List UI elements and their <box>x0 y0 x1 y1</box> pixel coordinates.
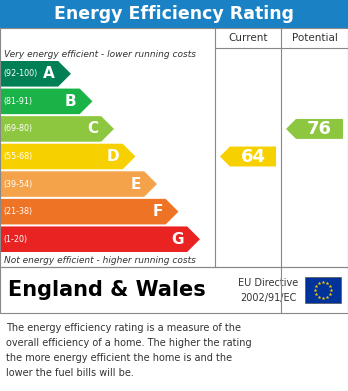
Text: B: B <box>65 94 77 109</box>
Text: Energy Efficiency Rating: Energy Efficiency Rating <box>54 5 294 23</box>
Text: C: C <box>87 122 98 136</box>
Polygon shape <box>0 144 135 169</box>
Polygon shape <box>0 61 71 86</box>
Text: (69-80): (69-80) <box>3 124 32 133</box>
Bar <box>0 267 348 313</box>
Text: A: A <box>44 66 55 81</box>
Text: (92-100): (92-100) <box>3 69 37 78</box>
Polygon shape <box>0 199 179 224</box>
Text: Potential: Potential <box>292 33 338 43</box>
Text: EU Directive: EU Directive <box>238 278 298 288</box>
Polygon shape <box>0 171 157 197</box>
Text: D: D <box>107 149 120 164</box>
Text: 2002/91/EC: 2002/91/EC <box>240 293 296 303</box>
Polygon shape <box>220 147 276 167</box>
Polygon shape <box>0 116 114 142</box>
Text: England & Wales: England & Wales <box>8 280 206 300</box>
Text: (39-54): (39-54) <box>3 179 32 188</box>
Polygon shape <box>286 119 343 139</box>
Text: Very energy efficient - lower running costs: Very energy efficient - lower running co… <box>4 50 196 59</box>
Text: Current: Current <box>228 33 268 43</box>
Polygon shape <box>0 89 93 114</box>
Text: Not energy efficient - higher running costs: Not energy efficient - higher running co… <box>4 256 196 265</box>
Text: 64: 64 <box>240 147 266 165</box>
Text: E: E <box>131 177 141 192</box>
Text: G: G <box>172 232 184 247</box>
Text: (21-38): (21-38) <box>3 207 32 216</box>
Text: The energy efficiency rating is a measure of the
overall efficiency of a home. T: The energy efficiency rating is a measur… <box>6 323 252 378</box>
Text: 76: 76 <box>307 120 332 138</box>
Text: F: F <box>152 204 163 219</box>
Bar <box>0 28 348 267</box>
Text: (1-20): (1-20) <box>3 235 27 244</box>
Bar <box>0 0 348 28</box>
Bar <box>305 277 341 303</box>
Polygon shape <box>0 226 200 252</box>
Text: (81-91): (81-91) <box>3 97 32 106</box>
Bar <box>0 28 348 267</box>
Text: (55-68): (55-68) <box>3 152 32 161</box>
